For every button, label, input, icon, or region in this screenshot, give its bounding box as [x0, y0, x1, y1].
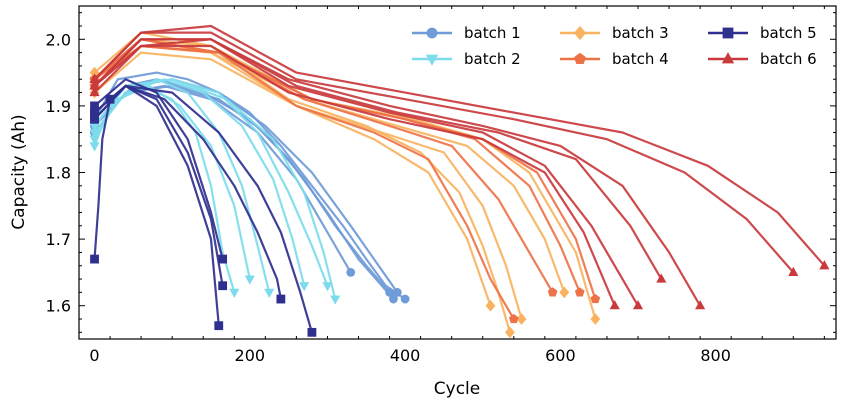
legend: batch 1 batch 2 batch 3 batch 4 batch 5 batch… — [412, 24, 817, 68]
legend-marker — [722, 27, 734, 39]
series-line — [93, 78, 224, 261]
tick-labels-layer: 0 200 400 600 800 1.6 1.7 1.8 1.9 2.0 — [46, 30, 731, 365]
data-point — [609, 300, 620, 310]
legend-label: batch 4 — [612, 50, 669, 68]
y-tick-label: 2.0 — [46, 30, 71, 49]
x-tick-label: 800 — [700, 346, 731, 365]
data-point — [89, 80, 100, 90]
series-line — [93, 31, 795, 274]
data-point — [89, 135, 100, 145]
series-line — [93, 31, 597, 321]
series-line — [93, 98, 112, 261]
data-point — [508, 313, 519, 324]
ticks-layer — [78, 6, 836, 339]
data-point — [322, 282, 333, 292]
data-point — [590, 293, 601, 304]
data-point — [574, 287, 585, 297]
data-point — [276, 294, 286, 304]
legend-marker — [574, 52, 586, 65]
x-axis-label: Cycle — [434, 379, 480, 399]
series-batch-1 — [90, 71, 410, 304]
series-batch-6 — [89, 24, 830, 310]
data-point — [330, 295, 341, 305]
legend-item-batch-4: batch 4 — [560, 50, 669, 68]
data-point — [89, 86, 100, 97]
data-point — [389, 294, 398, 304]
series-line — [93, 84, 313, 334]
series-batch-5 — [90, 78, 317, 337]
data-point — [299, 282, 310, 292]
series-line — [93, 38, 581, 294]
data-point — [218, 254, 228, 264]
data-point — [695, 300, 706, 310]
data-point — [346, 267, 356, 277]
y-tick-label: 1.9 — [46, 97, 71, 116]
data-point — [214, 321, 224, 331]
series-line — [93, 38, 566, 294]
data-point — [218, 281, 228, 291]
legend-item-batch-5: batch 5 — [708, 24, 817, 42]
x-tick-label: 600 — [545, 346, 576, 365]
series-line — [93, 38, 597, 301]
series-line — [93, 51, 492, 307]
legend-item-batch-6: batch 6 — [708, 50, 817, 68]
legend-marker — [573, 25, 587, 41]
legend-item-batch-3: batch 3 — [560, 24, 669, 42]
legend-label: batch 6 — [760, 50, 817, 68]
series-line — [93, 24, 826, 267]
legend-label: batch 5 — [760, 24, 817, 42]
series-line — [93, 84, 251, 281]
legend-item-batch-2: batch 2 — [412, 50, 521, 68]
data-point — [559, 286, 570, 299]
series-line — [93, 78, 337, 301]
y-tick-label: 1.6 — [46, 297, 71, 316]
x-tick-label: 200 — [235, 346, 266, 365]
series-line — [93, 38, 640, 307]
data-point — [788, 266, 799, 277]
legend-label: batch 3 — [612, 24, 669, 42]
legend-marker — [721, 52, 735, 64]
data-point — [229, 288, 240, 299]
x-tick-label: 400 — [390, 346, 421, 365]
series-line — [93, 44, 554, 294]
data-point — [244, 275, 255, 285]
legend-label: batch 1 — [464, 24, 521, 42]
data-point — [656, 273, 667, 283]
data-point — [307, 327, 317, 337]
data-point — [516, 313, 527, 325]
data-point — [90, 254, 99, 264]
series-batch-3 — [89, 31, 601, 339]
data-point — [819, 260, 830, 270]
data-point — [392, 287, 402, 297]
data-point — [590, 313, 601, 325]
y-tick-label: 1.7 — [46, 230, 71, 249]
data-point — [400, 294, 410, 304]
series-line — [93, 38, 663, 281]
legend-marker — [425, 54, 439, 66]
data-point — [90, 114, 99, 124]
series-line — [93, 71, 407, 301]
y-tick-label: 1.8 — [46, 164, 71, 183]
data-point — [547, 287, 558, 297]
data-point — [632, 300, 644, 310]
data-point — [385, 287, 394, 297]
series-line — [93, 84, 220, 327]
data-point — [264, 288, 275, 299]
data-point — [485, 299, 496, 312]
x-tick-label: 0 — [89, 346, 99, 365]
series-line — [93, 84, 282, 301]
legend-marker — [426, 27, 438, 39]
y-axis-label: Capacity (Ah) — [9, 114, 29, 229]
series-layer — [89, 24, 830, 339]
legend-label: batch 2 — [464, 50, 521, 68]
series-line — [93, 44, 616, 307]
data-point — [504, 326, 515, 339]
data-point — [90, 101, 99, 111]
legend-item-batch-1: batch 1 — [412, 24, 521, 42]
